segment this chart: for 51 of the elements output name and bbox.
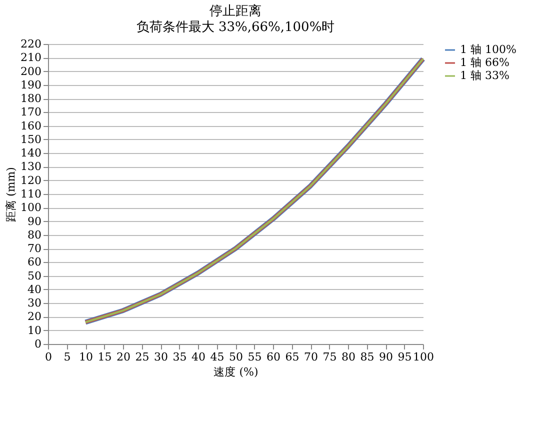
y-axis-title: 距离 (mm) [4, 167, 18, 222]
legend-label: 1 轴 100% [460, 43, 516, 56]
x-tick-label: 15 [98, 350, 112, 364]
x-tick-label: 70 [304, 350, 318, 364]
y-tick-label: 210 [20, 51, 42, 64]
x-tick-label: 5 [64, 350, 71, 364]
y-tick-label: 110 [20, 188, 42, 200]
y-tick-label: 40 [28, 282, 42, 296]
x-tick-label: 20 [116, 350, 130, 364]
y-tick-label: 180 [20, 92, 42, 106]
y-tick-label: 150 [20, 132, 42, 146]
y-tick-label: 80 [28, 228, 42, 242]
x-tick-label: 80 [342, 350, 356, 364]
y-tick-label: 60 [28, 256, 42, 269]
y-tick-label: 170 [20, 106, 42, 119]
x-tick-label: 90 [379, 350, 393, 364]
x-tick-label: 85 [360, 350, 374, 364]
y-tick-label: 190 [20, 78, 42, 92]
x-tick-label: 100 [413, 350, 434, 364]
chart-subtitle: 负荷条件最大 33%,66%,100%时 [136, 20, 335, 35]
y-tick-label: 200 [20, 64, 42, 78]
y-tick-label: 50 [28, 269, 42, 282]
y-tick-label: 220 [20, 38, 42, 50]
x-tick-label: 45 [210, 350, 224, 364]
x-tick-label: 65 [285, 350, 300, 364]
x-tick-label: 50 [229, 350, 243, 364]
x-tick-label: 60 [266, 350, 280, 364]
y-tick-label: 120 [20, 174, 42, 187]
y-tick-label: 10 [28, 324, 42, 337]
x-tick-label: 10 [79, 350, 93, 364]
x-tick-label: 30 [154, 350, 168, 364]
x-tick-label: 25 [135, 350, 150, 364]
x-axis-title: 速度 (%) [214, 366, 258, 378]
y-tick-label: 20 [28, 310, 42, 324]
y-tick-label: 140 [20, 146, 42, 160]
y-tick-label: 130 [20, 160, 42, 174]
y-tick-label: 30 [28, 296, 42, 310]
legend-label: 1 轴 66% [460, 56, 510, 69]
legend-label: 1 轴 33% [460, 69, 510, 82]
x-tick-label: 55 [248, 350, 262, 364]
chart-title: 停止距离 [210, 3, 262, 19]
x-tick-label: 75 [322, 350, 337, 364]
x-tick-label: 40 [192, 350, 206, 364]
y-tick-label: 70 [28, 242, 42, 256]
y-tick-label: 0 [34, 338, 42, 350]
x-tick-label: 0 [45, 350, 52, 364]
x-tick-label: 95 [398, 350, 412, 364]
y-tick-label: 160 [20, 119, 42, 132]
x-tick-label: 35 [172, 350, 187, 364]
y-tick-label: 90 [28, 214, 42, 228]
y-tick-label: 100 [20, 201, 42, 214]
